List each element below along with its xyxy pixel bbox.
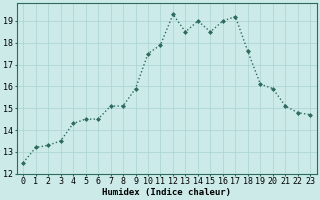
X-axis label: Humidex (Indice chaleur): Humidex (Indice chaleur) <box>102 188 231 197</box>
